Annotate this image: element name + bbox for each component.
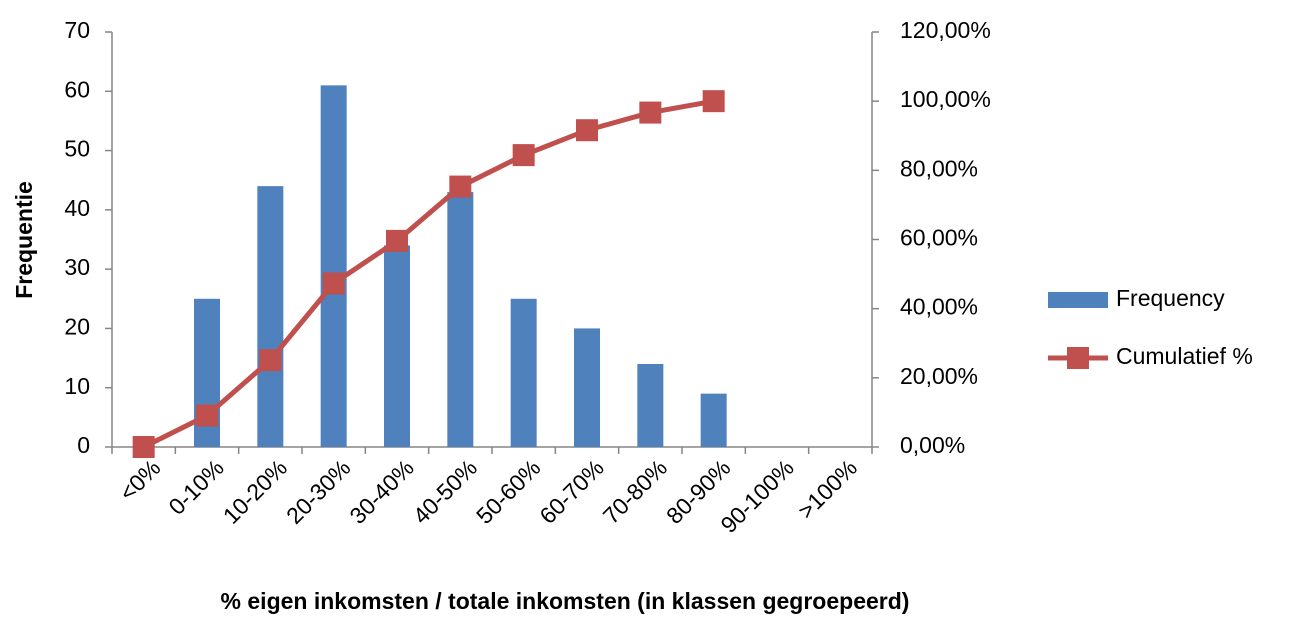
bar	[320, 85, 347, 447]
x-tick-label: 70-80%	[598, 454, 672, 528]
y2-tick-label: 120,00%	[900, 17, 991, 43]
line-marker	[639, 101, 662, 124]
line-marker	[196, 404, 218, 427]
legend-swatch	[1048, 292, 1108, 308]
line-marker	[132, 436, 155, 458]
bar	[257, 186, 284, 447]
line-marker	[322, 272, 345, 295]
x-tick-label: <0%	[114, 454, 165, 505]
line-marker	[386, 229, 408, 252]
line-marker	[449, 175, 472, 198]
bar	[384, 245, 410, 447]
x-axis-label: % eigen inkomsten / totale inkomsten (in…	[221, 588, 910, 614]
x-tick-label: 40-50%	[408, 454, 482, 528]
y-tick-label: 60	[64, 76, 90, 102]
line-marker	[259, 349, 282, 372]
x-tick-label: 60-70%	[534, 454, 608, 528]
bar	[574, 328, 600, 447]
y-axis-label: Frequentie	[11, 181, 37, 299]
x-tick-label: 50-60%	[471, 454, 545, 528]
y2-tick-label: 60,00%	[900, 225, 978, 251]
legend-swatch	[1067, 347, 1089, 369]
bar	[700, 393, 727, 447]
bar	[447, 192, 474, 447]
x-tick-label: 10-20%	[218, 454, 292, 528]
y-tick-label: 10	[64, 373, 90, 399]
x-tick-label: 30-40%	[344, 454, 418, 528]
y-tick-label: 70	[64, 17, 90, 43]
legend-label: Cumulatief %	[1116, 343, 1253, 369]
x-tick-label: >100%	[793, 454, 862, 523]
x-tick-label: 20-30%	[281, 454, 355, 528]
y-tick-label: 40	[64, 195, 90, 221]
bar	[637, 364, 664, 447]
line-marker	[576, 119, 598, 142]
y2-tick-label: 40,00%	[900, 294, 978, 320]
y2-tick-label: 20,00%	[900, 363, 978, 389]
y2-tick-label: 100,00%	[900, 86, 991, 112]
legend-label: Frequency	[1116, 285, 1225, 311]
line-marker	[512, 144, 535, 167]
y-tick-label: 0	[77, 432, 90, 458]
y2-tick-label: 80,00%	[900, 155, 978, 181]
line-marker	[702, 90, 725, 113]
line	[142, 98, 715, 450]
y-tick-label: 20	[64, 314, 90, 340]
y-tick-label: 50	[64, 136, 90, 162]
y2-tick-label: 0,00%	[900, 432, 965, 458]
bar	[510, 298, 537, 447]
y-tick-label: 30	[64, 254, 90, 280]
